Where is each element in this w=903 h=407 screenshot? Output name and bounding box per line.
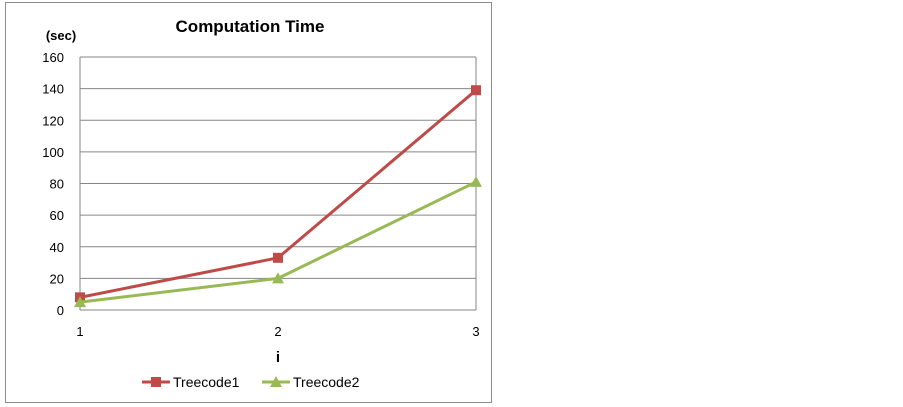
data-point-treecode1-3 [471, 85, 481, 96]
y-tick-label-8: 160 [42, 50, 64, 65]
legend-label-treecode1: Treecode1 [173, 374, 240, 390]
legend-label-treecode2: Treecode2 [293, 374, 360, 390]
legend-marker-treecode1 [151, 377, 161, 387]
plot-area: 0 20 40 60 80 100 120 140 160 1 2 3 [42, 50, 482, 339]
y-tick-label-7: 140 [42, 82, 64, 97]
data-point-treecode1-2 [273, 252, 283, 263]
y-tick-label-6: 120 [42, 113, 64, 128]
legend-marker-treecode2 [270, 376, 282, 387]
y-tick-label-5: 100 [42, 145, 64, 160]
data-point-treecode2-1 [74, 296, 86, 308]
y-tick-label-4: 80 [50, 177, 64, 192]
x-tick-label-2: 3 [472, 324, 479, 339]
y-axis-unit-label: (sec) [46, 28, 76, 43]
y-tick-label-2: 40 [50, 240, 64, 255]
x-axis-label: i [276, 349, 280, 366]
series-line-treecode1 [79, 89, 477, 299]
y-tick-label-3: 60 [50, 208, 64, 223]
legend: Treecode1 Treecode2 [142, 374, 360, 390]
data-point-treecode2-2 [272, 272, 284, 284]
y-tick-label-1: 20 [50, 271, 64, 286]
chart-frame [5, 2, 492, 403]
x-tick-label-1: 2 [274, 324, 281, 339]
data-point-treecode2-3 [470, 175, 482, 187]
y-tick-label-0: 0 [57, 303, 64, 318]
chart-title: Computation Time [176, 17, 325, 36]
x-tick-label-0: 1 [76, 324, 83, 339]
